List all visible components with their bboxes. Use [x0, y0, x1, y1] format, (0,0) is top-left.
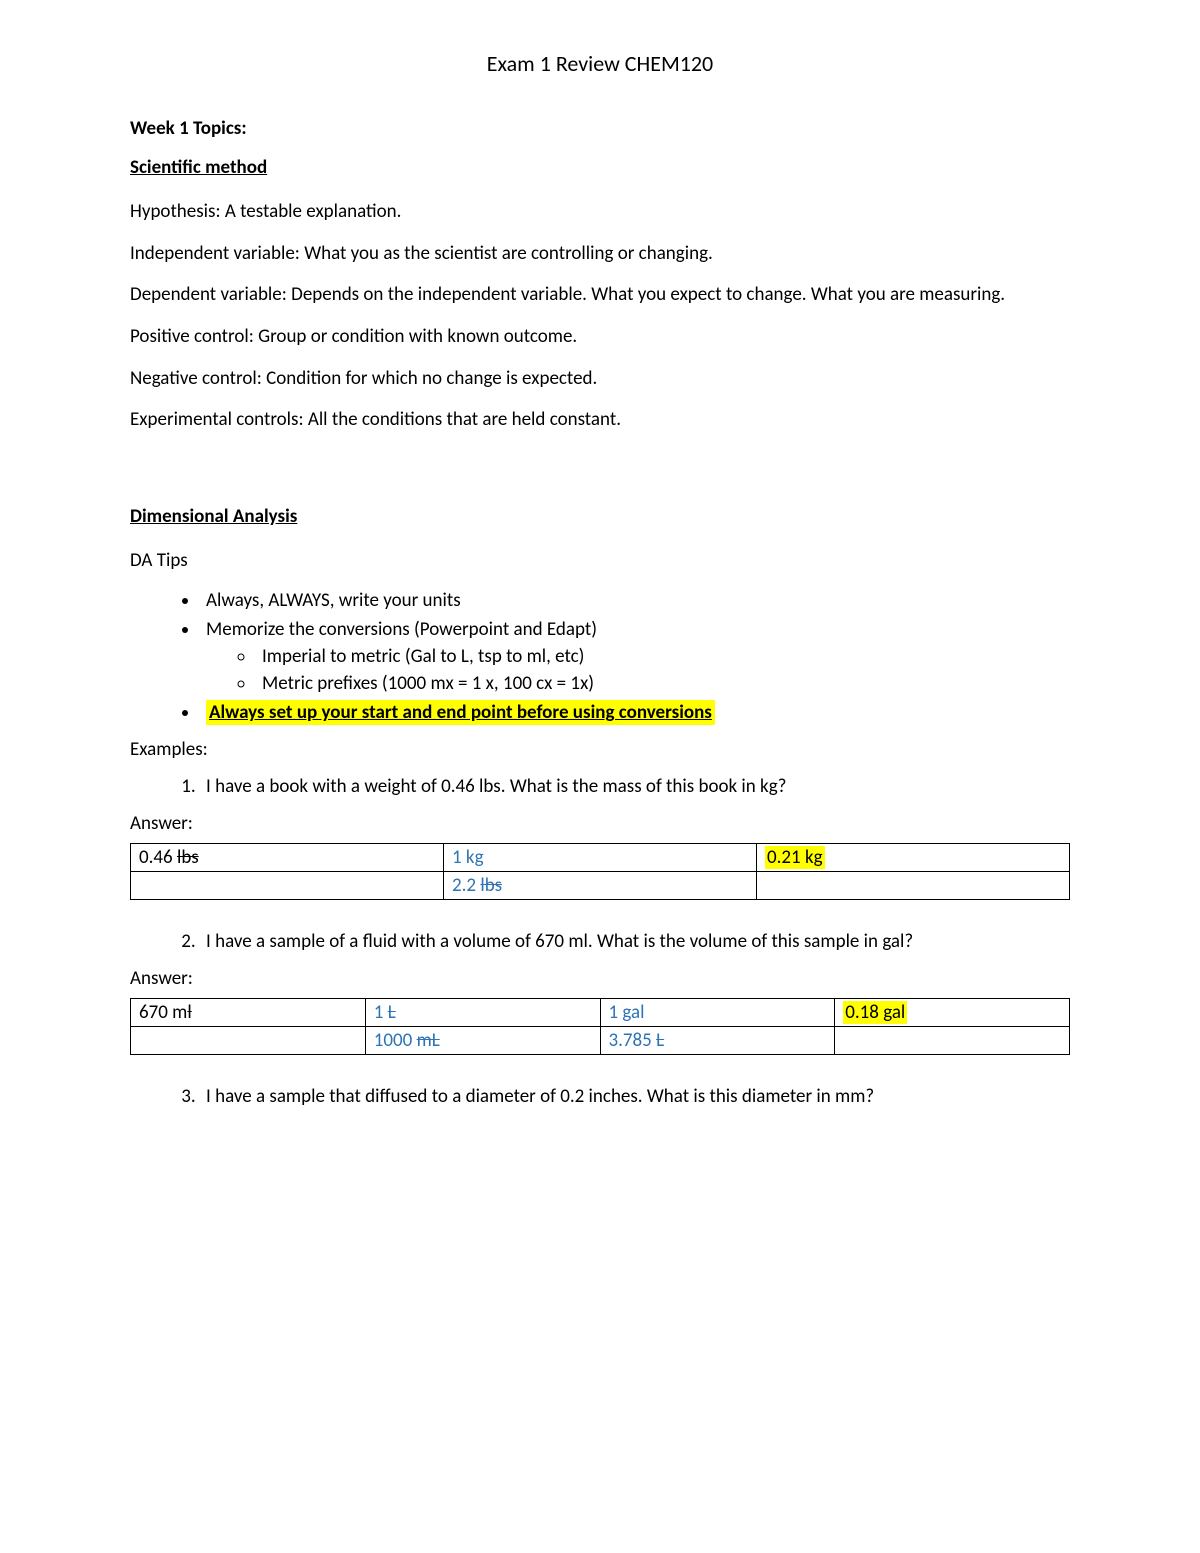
da-tip-3: Always set up your start and end point b…: [200, 701, 1070, 724]
t2-r1c1: 670 ml: [131, 999, 366, 1027]
conversion-table-1: 0.46 lbs 1 kg 0.21 kg 2.2 lbs: [130, 843, 1070, 900]
t1-r2c3: [757, 872, 1070, 900]
example-list-1: I have a book with a weight of 0.46 lbs.…: [130, 775, 1070, 798]
t2-r1c1-val: 670 m: [139, 1001, 187, 1024]
table-row: 1000 mL 3.785 L: [131, 1027, 1070, 1055]
examples-label: Examples:: [130, 738, 1070, 761]
da-tips-list: Always, ALWAYS, write your units Memoriz…: [130, 589, 1070, 724]
table-row: 0.46 lbs 1 kg 0.21 kg: [131, 844, 1070, 872]
t1-r2c2: 2.2 lbs: [444, 872, 757, 900]
t1-r2c1: [131, 872, 444, 900]
da-tip-1: Always, ALWAYS, write your units: [200, 589, 1070, 612]
t2-r2c2-unit: mL: [417, 1029, 440, 1052]
dimensional-analysis-heading: Dimensional Analysis: [130, 505, 1070, 528]
question-2: I have a sample of a fluid with a volume…: [200, 930, 1070, 953]
t1-r1c3: 0.21 kg: [757, 844, 1070, 872]
t2-r2c3: 3.785 L: [600, 1027, 835, 1055]
da-tip-2b: Metric prefixes (1000 mx = 1 x, 100 cx =…: [256, 672, 1070, 695]
t1-r1c1-unit: lbs: [177, 846, 199, 869]
t2-r2c3-val: 3.785: [609, 1029, 657, 1052]
conversion-table-2: 670 ml 1 L 1 gal 0.18 gal 1000 mL 3.785 …: [130, 998, 1070, 1055]
da-tip-2-text: Memorize the conversions (Powerpoint and…: [206, 618, 597, 641]
negative-control-def: Negative control: Condition for which no…: [130, 366, 1070, 392]
t2-r1c2: 1 L: [365, 999, 600, 1027]
experimental-controls-def: Experimental controls: All the condition…: [130, 407, 1070, 433]
question-3: I have a sample that diffused to a diame…: [200, 1085, 1070, 1108]
example-list-3: I have a sample that diffused to a diame…: [130, 1085, 1070, 1108]
t2-r1c2-val: 1: [374, 1001, 388, 1024]
t1-r1c2: 1 kg: [444, 844, 757, 872]
document-page: Exam 1 Review CHEM120 Week 1 Topics: Sci…: [0, 0, 1200, 1318]
t2-r2c2-val: 1000: [374, 1029, 417, 1052]
example-list-2: I have a sample of a fluid with a volume…: [130, 930, 1070, 953]
da-tip-3-highlight: Always set up your start and end point b…: [206, 700, 715, 725]
table-row: 2.2 lbs: [131, 872, 1070, 900]
t1-r1c1: 0.46 lbs: [131, 844, 444, 872]
t2-r2c3-unit: L: [656, 1029, 664, 1052]
t1-r2c2-unit: lbs: [480, 874, 502, 897]
da-tip-2a: Imperial to metric (Gal to L, tsp to ml,…: [256, 645, 1070, 668]
t1-answer: 0.21 kg: [765, 846, 825, 869]
da-tips-label: DA Tips: [130, 548, 1070, 574]
t2-r2c2: 1000 mL: [365, 1027, 600, 1055]
t1-r2c2-val: 2.2: [452, 874, 480, 897]
week-label: Week 1 Topics:: [130, 117, 1070, 140]
dependent-variable-def: Dependent variable: Depends on the indep…: [130, 282, 1070, 308]
positive-control-def: Positive control: Group or condition wit…: [130, 324, 1070, 350]
t2-r1c4: 0.18 gal: [835, 999, 1070, 1027]
t2-r1c2-unit: L: [388, 1001, 396, 1024]
scientific-method-heading: Scientific method: [130, 156, 1070, 179]
document-title: Exam 1 Review CHEM120: [130, 50, 1070, 77]
t2-r1c3: 1 gal: [600, 999, 835, 1027]
da-tip-2: Memorize the conversions (Powerpoint and…: [200, 618, 1070, 695]
question-1: I have a book with a weight of 0.46 lbs.…: [200, 775, 1070, 798]
answer-label-1: Answer:: [130, 812, 1070, 835]
t2-answer: 0.18 gal: [843, 1001, 907, 1024]
table-row: 670 ml 1 L 1 gal 0.18 gal: [131, 999, 1070, 1027]
t2-r2c4: [835, 1027, 1070, 1055]
t1-r1c1-val: 0.46: [139, 846, 177, 869]
da-tip-2-sublist: Imperial to metric (Gal to L, tsp to ml,…: [206, 645, 1070, 695]
answer-label-2: Answer:: [130, 967, 1070, 990]
t2-r1c1-unit: l: [187, 1001, 191, 1024]
hypothesis-def: Hypothesis: A testable explanation.: [130, 199, 1070, 225]
t2-r2c1: [131, 1027, 366, 1055]
independent-variable-def: Independent variable: What you as the sc…: [130, 241, 1070, 267]
